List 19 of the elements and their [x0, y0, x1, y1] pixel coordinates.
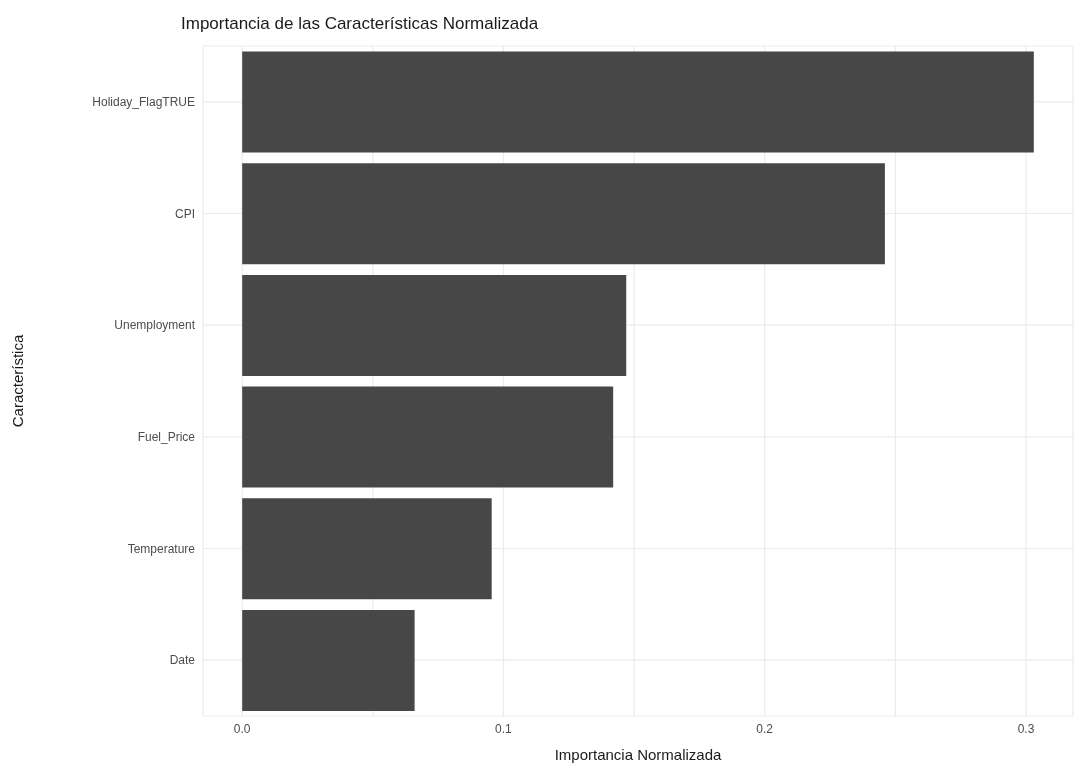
bar — [242, 163, 885, 265]
x-axis-title: Importancia Normalizada — [554, 746, 723, 763]
y-tick-label: Holiday_FlagTRUE — [92, 95, 195, 110]
y-tick-label: Temperature — [127, 541, 196, 556]
x-tick-label: 0.0 — [233, 721, 251, 736]
y-tick-label: Fuel_Price — [137, 430, 196, 445]
x-tick-label: 0.3 — [1017, 721, 1035, 736]
bar — [242, 386, 614, 488]
bar — [242, 51, 1034, 153]
y-tick-label: Date — [169, 653, 196, 668]
y-tick-label: Unemployment — [114, 318, 196, 333]
bar — [242, 274, 627, 376]
y-axis-title: Característica — [9, 334, 27, 428]
bar — [242, 498, 492, 600]
x-tick-label: 0.1 — [495, 721, 513, 736]
y-tick-label: CPI — [174, 206, 195, 221]
chart-title: Importancia de las Características Normalizada — [180, 13, 540, 35]
bar — [242, 609, 415, 711]
x-tick-label: 0.2 — [756, 721, 774, 736]
